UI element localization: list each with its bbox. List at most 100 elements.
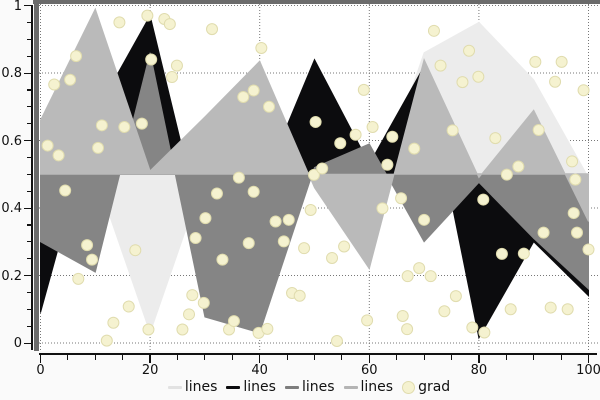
y-minor-tick	[27, 89, 32, 91]
y-tick-label: 0.8	[1, 66, 22, 81]
y-tick-label: 0.2	[1, 268, 22, 284]
x-minor-tick	[122, 355, 124, 360]
plot-frame-top	[33, 0, 600, 4]
scatter-point	[561, 303, 574, 316]
legend-item-3[interactable]: lines	[284, 379, 335, 395]
scatter-point	[326, 251, 339, 264]
x-minor-tick	[94, 355, 96, 360]
scatter-point	[449, 290, 462, 303]
x-major-tick	[478, 355, 480, 363]
scatter-point	[456, 76, 469, 89]
y-minor-tick	[27, 173, 32, 175]
scatter-point	[396, 310, 409, 322]
scatter-point	[298, 242, 311, 255]
scatter-point	[166, 71, 179, 84]
scatter-point	[349, 128, 362, 141]
x-axis-spine	[39, 353, 597, 355]
scatter-point	[95, 119, 108, 132]
scatter-point	[282, 213, 295, 226]
y-major-tick	[24, 342, 32, 344]
scatter-point	[113, 16, 126, 29]
x-minor-tick	[533, 355, 535, 360]
legend-line-swatch	[343, 385, 358, 389]
scatter-point	[582, 243, 595, 256]
scatter-point	[210, 187, 223, 200]
scatter-point	[237, 90, 250, 103]
x-minor-tick	[286, 355, 288, 360]
x-tick-label: 0	[36, 363, 45, 378]
scatter-point	[170, 59, 183, 72]
x-tick-label: 100	[576, 363, 600, 378]
scatter-point	[122, 300, 135, 313]
y-tick-label: 1	[13, 0, 22, 14]
scatter-point	[424, 270, 437, 283]
scatter-point	[537, 226, 550, 239]
scatter-point	[334, 137, 347, 150]
scatter-point	[567, 207, 580, 220]
legend-item-1[interactable]: lines	[167, 379, 218, 395]
scatter-point	[48, 78, 61, 91]
scatter-point	[330, 334, 343, 347]
scatter-point	[395, 192, 408, 205]
scatter-point	[366, 121, 379, 133]
scatter-point	[309, 115, 322, 128]
legend-item-5[interactable]: grad	[402, 379, 450, 395]
x-minor-tick	[231, 355, 233, 360]
y-major-tick	[24, 140, 32, 142]
scatter-point	[269, 215, 282, 228]
scatter-point	[569, 173, 582, 186]
scatter-point	[316, 162, 329, 175]
x-minor-tick	[341, 355, 343, 360]
scatter-point	[401, 323, 414, 336]
y-major-tick	[24, 5, 32, 7]
scatter-point	[566, 155, 579, 168]
x-minor-tick	[450, 355, 453, 360]
scatter-point	[176, 323, 189, 336]
scatter-point	[577, 84, 590, 97]
scatter-point	[544, 301, 557, 314]
y-tick-label: 0	[13, 336, 22, 351]
scatter-point	[401, 270, 414, 283]
scatter-point	[232, 171, 245, 184]
scatter-point	[59, 184, 72, 197]
scatter-point	[247, 84, 260, 97]
plot-viewbox[interactable]	[39, 4, 600, 351]
legend-item-label: lines	[184, 379, 218, 395]
scatter-point	[307, 168, 320, 181]
scatter-point	[41, 139, 54, 152]
y-minor-tick	[27, 55, 32, 57]
scatter-point	[495, 247, 508, 260]
scatter-point	[418, 213, 431, 226]
scatter-point	[361, 314, 374, 327]
scatter-point	[438, 305, 451, 318]
legend-item-label: grad	[418, 379, 451, 395]
y-minor-tick	[27, 308, 32, 310]
y-minor-tick	[27, 123, 32, 125]
scatter-point	[408, 142, 421, 155]
legend-item-2[interactable]: lines	[226, 379, 276, 395]
scatter-point	[135, 117, 148, 130]
scatter-point	[86, 253, 99, 266]
scatter-point	[504, 303, 517, 316]
legend-marker-swatch	[402, 380, 416, 394]
scatter-point	[517, 247, 530, 260]
x-minor-tick	[67, 355, 69, 360]
scatter-point	[242, 237, 255, 250]
y-minor-tick	[27, 21, 32, 24]
x-minor-tick	[396, 355, 398, 360]
scatter-point	[463, 44, 476, 57]
scatter-point	[100, 334, 113, 347]
y-minor-tick	[27, 106, 32, 108]
scatter-point	[304, 204, 317, 217]
scatter-point	[247, 185, 260, 198]
legend[interactable]: lines lines lines lines grad	[0, 376, 600, 398]
scatter-point	[489, 132, 502, 145]
y-minor-tick	[27, 258, 32, 260]
scatter-point	[216, 253, 229, 266]
y-minor-tick	[27, 224, 32, 226]
scatter-point	[199, 212, 212, 225]
y-major-tick	[24, 72, 32, 74]
x-tick-label: 80	[470, 363, 488, 378]
scatter-point	[500, 168, 513, 181]
legend-item-4[interactable]: lines	[343, 379, 393, 395]
